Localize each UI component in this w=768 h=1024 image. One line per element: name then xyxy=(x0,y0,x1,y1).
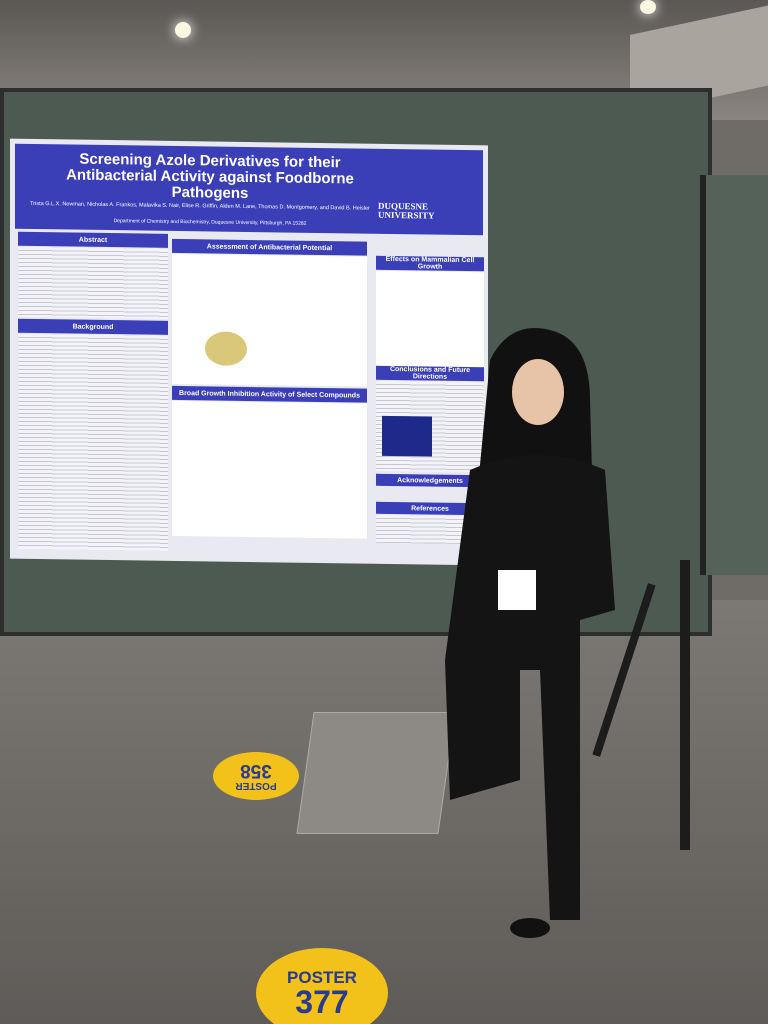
poster: Screening Azole Derivatives for their An… xyxy=(10,138,488,566)
face xyxy=(512,359,564,425)
floor-marker: POSTER 377 xyxy=(256,948,388,1024)
marker-number: 358 xyxy=(240,760,272,782)
marker-label: POSTER xyxy=(287,967,357,987)
figure xyxy=(172,253,367,387)
light xyxy=(175,22,191,38)
logo: DUQUESNE UNIVERSITY xyxy=(378,200,435,221)
section-header: Background xyxy=(18,318,168,335)
stand-leg xyxy=(680,560,690,850)
section-header: Abstract xyxy=(18,231,168,248)
marker-label: POSTER xyxy=(235,780,277,792)
section-header: Effects on Mammalian Cell Growth xyxy=(376,255,484,272)
figure xyxy=(172,400,367,539)
light xyxy=(640,0,656,14)
side-board xyxy=(700,175,768,575)
section-header: Assessment of Antibacterial Potential xyxy=(172,238,367,256)
shoe xyxy=(510,918,550,938)
marker-number: 377 xyxy=(295,983,349,1020)
text-block xyxy=(18,246,168,319)
person xyxy=(445,328,615,938)
floor-marker: POSTER 358 xyxy=(213,752,299,800)
poster-title: Screening Azole Derivatives for their An… xyxy=(66,150,354,202)
text-block xyxy=(18,333,168,551)
petri-dish xyxy=(205,331,247,366)
badge xyxy=(498,570,536,610)
blot-image xyxy=(382,415,432,457)
outfit xyxy=(445,455,615,920)
section-header: Broad Growth Inhibition Activity of Sele… xyxy=(172,385,367,403)
